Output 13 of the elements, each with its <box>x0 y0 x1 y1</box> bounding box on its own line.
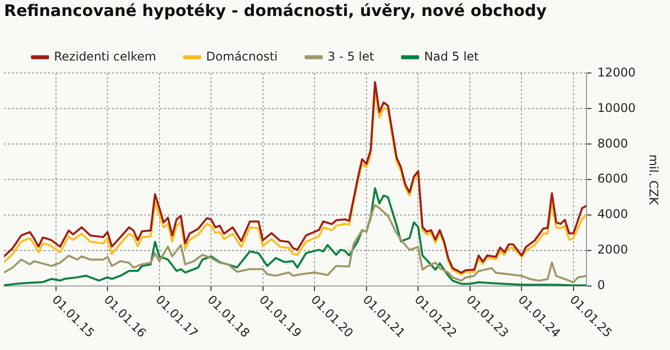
y-tick-label: 10000 <box>597 100 636 115</box>
legend-label: Rezidenti celkem <box>54 49 156 64</box>
y-tick-label: 2000 <box>597 242 628 257</box>
y-tick-label: 8000 <box>597 136 628 150</box>
y-tick-label: 6000 <box>597 172 628 186</box>
y-tick-label: 4000 <box>597 207 628 222</box>
chart-title: Refinancované hypotéky - domácnosti, úvěry, nové obchody <box>4 0 548 20</box>
legend-label: Nad 5 let <box>424 49 480 64</box>
y-tick-label: 0 <box>597 278 606 292</box>
y-tick-label: 12000 <box>597 65 636 80</box>
y-axis-title: mil. CZK <box>646 154 661 206</box>
legend-label: 3 - 5 let <box>328 49 374 64</box>
legend-label: Domácnosti <box>206 49 278 64</box>
